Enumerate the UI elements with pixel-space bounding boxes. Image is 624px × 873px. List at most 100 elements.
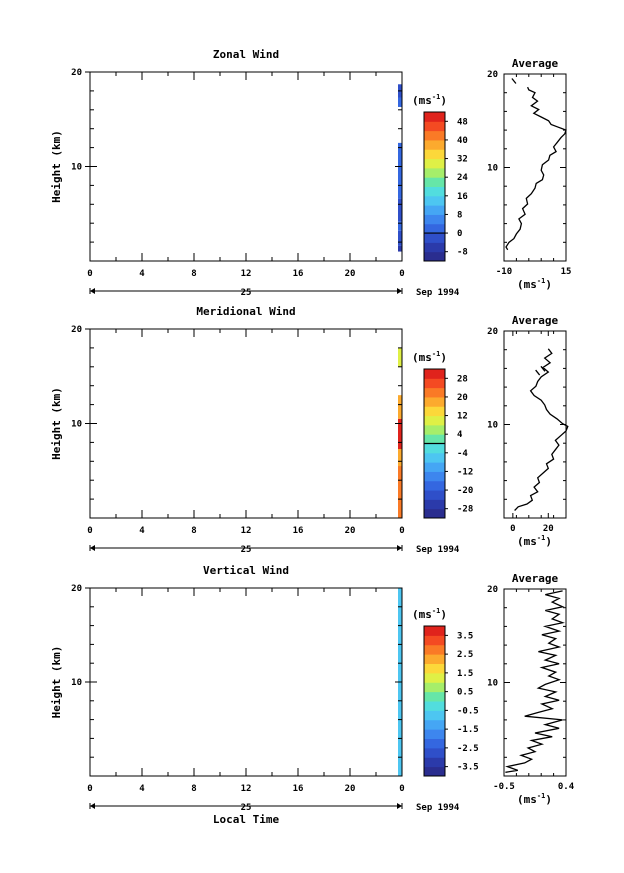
colorbar: -28 -20 -12 -4 4 12 20 28 (ms-1): [412, 350, 473, 519]
colorbar-swatch: [424, 369, 445, 379]
colorbar-swatch: [424, 635, 445, 646]
colorbar-tick-label: 12: [457, 412, 468, 422]
date-label: Sep 1994: [416, 803, 460, 813]
date-arrow: [90, 545, 95, 551]
date-label: Sep 1994: [416, 288, 460, 298]
data-cell: [398, 395, 402, 419]
x-tick-label: 16: [293, 526, 304, 536]
profile-frame: [503, 588, 567, 777]
colorbar-tick-label: -1.5: [457, 725, 479, 735]
y-tick-label: 10: [71, 678, 82, 688]
profile-x-label: (ms-1): [517, 792, 552, 806]
colorbar-swatch: [424, 701, 445, 711]
colorbar-tick-label: -2.5: [457, 744, 479, 754]
colorbar-swatch: [424, 766, 445, 777]
profile-line: [514, 348, 569, 511]
panel-meridional-wind: Meridional Wind 10 20 Height (km) 0 4 8 12 16 20 0…: [50, 305, 569, 555]
profile-x-tick-label: -10: [496, 267, 512, 277]
profile-fragment: [535, 369, 541, 376]
date-arrow: [90, 803, 95, 809]
colorbar-swatch: [424, 719, 445, 730]
x-tick-label: 0: [399, 526, 404, 536]
colorbar-swatch: [424, 186, 445, 197]
colorbar-swatch: [424, 396, 445, 407]
panel-title: Vertical Wind: [203, 564, 289, 577]
profile-fragment: [540, 365, 546, 372]
y-tick-label: 20: [71, 68, 82, 78]
x-tick-label: 8: [191, 269, 196, 279]
colorbar-swatch: [424, 663, 445, 674]
colorbar-swatch: [424, 729, 445, 739]
colorbar-tick-label: 48: [457, 117, 468, 127]
data-cell: [398, 84, 402, 91]
data-cell: [398, 221, 402, 231]
colorbar-frame: [423, 111, 446, 262]
profile-x-tick-label: 0.4: [558, 782, 575, 792]
colorbar-tick-label: -3.5: [457, 763, 479, 773]
profile-y-tick-label: 10: [487, 164, 498, 174]
x-tick-label: 12: [241, 784, 252, 794]
colorbar-swatch: [424, 205, 445, 215]
colorbar-tick-label: -20: [457, 486, 473, 496]
colorbar-swatch: [424, 158, 445, 169]
colorbar-swatch: [424, 480, 445, 491]
profile-title: Average: [512, 57, 559, 70]
colorbar-swatch: [424, 406, 445, 417]
y-tick-label: 20: [71, 325, 82, 335]
colorbar-tick-label: -8: [457, 248, 468, 258]
x-tick-label: 4: [139, 269, 145, 279]
x-tick-label: 16: [293, 784, 304, 794]
average-profile: Average 10 20 -0.5 0.4 (ms-1): [487, 572, 575, 806]
data-cell: [398, 245, 402, 252]
profile-line: [505, 590, 565, 773]
colorbar-swatch: [424, 738, 445, 749]
data-cell: [398, 198, 402, 222]
data-cell: [398, 449, 402, 467]
date-day-label: 25: [241, 803, 252, 813]
colorbar-swatch: [424, 195, 445, 206]
colorbar: -8 0 8 16 24 32 40 48 (ms-1): [412, 93, 468, 262]
colorbar-swatch: [424, 242, 445, 253]
colorbar-frame: [423, 625, 446, 777]
profile-x-tick-label: 0: [510, 524, 515, 534]
date-arrow: [90, 288, 95, 294]
colorbar-swatch: [424, 757, 445, 768]
x-tick-label: 12: [241, 269, 252, 279]
panel-title: Zonal Wind: [213, 48, 279, 61]
colorbar-swatch: [424, 462, 445, 472]
colorbar-swatch: [424, 471, 445, 482]
colorbar-tick-label: 0: [457, 229, 462, 239]
colorbar-tick-label: 8: [457, 210, 462, 220]
colorbar-tick-label: 24: [457, 173, 468, 183]
colorbar-tick-label: -0.5: [457, 706, 479, 716]
colorbar-swatch: [424, 490, 445, 500]
data-cell: [398, 230, 402, 246]
colorbar-swatch: [424, 112, 445, 122]
colorbar-tick-label: 3.5: [457, 631, 473, 641]
colorbar-tick-label: 16: [457, 192, 468, 202]
x-tick-label: 20: [345, 526, 356, 536]
colorbar-swatch: [424, 682, 445, 693]
profile-x-tick-label: -0.5: [493, 782, 515, 792]
colorbar-swatch: [424, 691, 445, 702]
colorbar-tick-label: -12: [457, 467, 473, 477]
plot-frame: [89, 587, 403, 777]
x-tick-label: 8: [191, 526, 196, 536]
x-axis-label: Local Time: [213, 813, 280, 826]
profile-frame: [503, 73, 567, 262]
colorbar-swatch: [424, 644, 445, 655]
x-tick-label: 8: [191, 784, 196, 794]
y-tick-label: 10: [71, 163, 82, 173]
date-arrow: [397, 288, 402, 294]
profile-fragment: [511, 78, 517, 84]
colorbar-swatch: [424, 130, 445, 141]
x-tick-label: 0: [399, 784, 404, 794]
colorbar-swatch: [424, 672, 445, 683]
colorbar-swatch: [424, 434, 445, 444]
profile-x-label: (ms-1): [517, 534, 552, 548]
date-day-label: 25: [241, 545, 252, 555]
colorbar-swatch: [424, 499, 445, 510]
y-axis-label: Height (km): [50, 130, 63, 203]
